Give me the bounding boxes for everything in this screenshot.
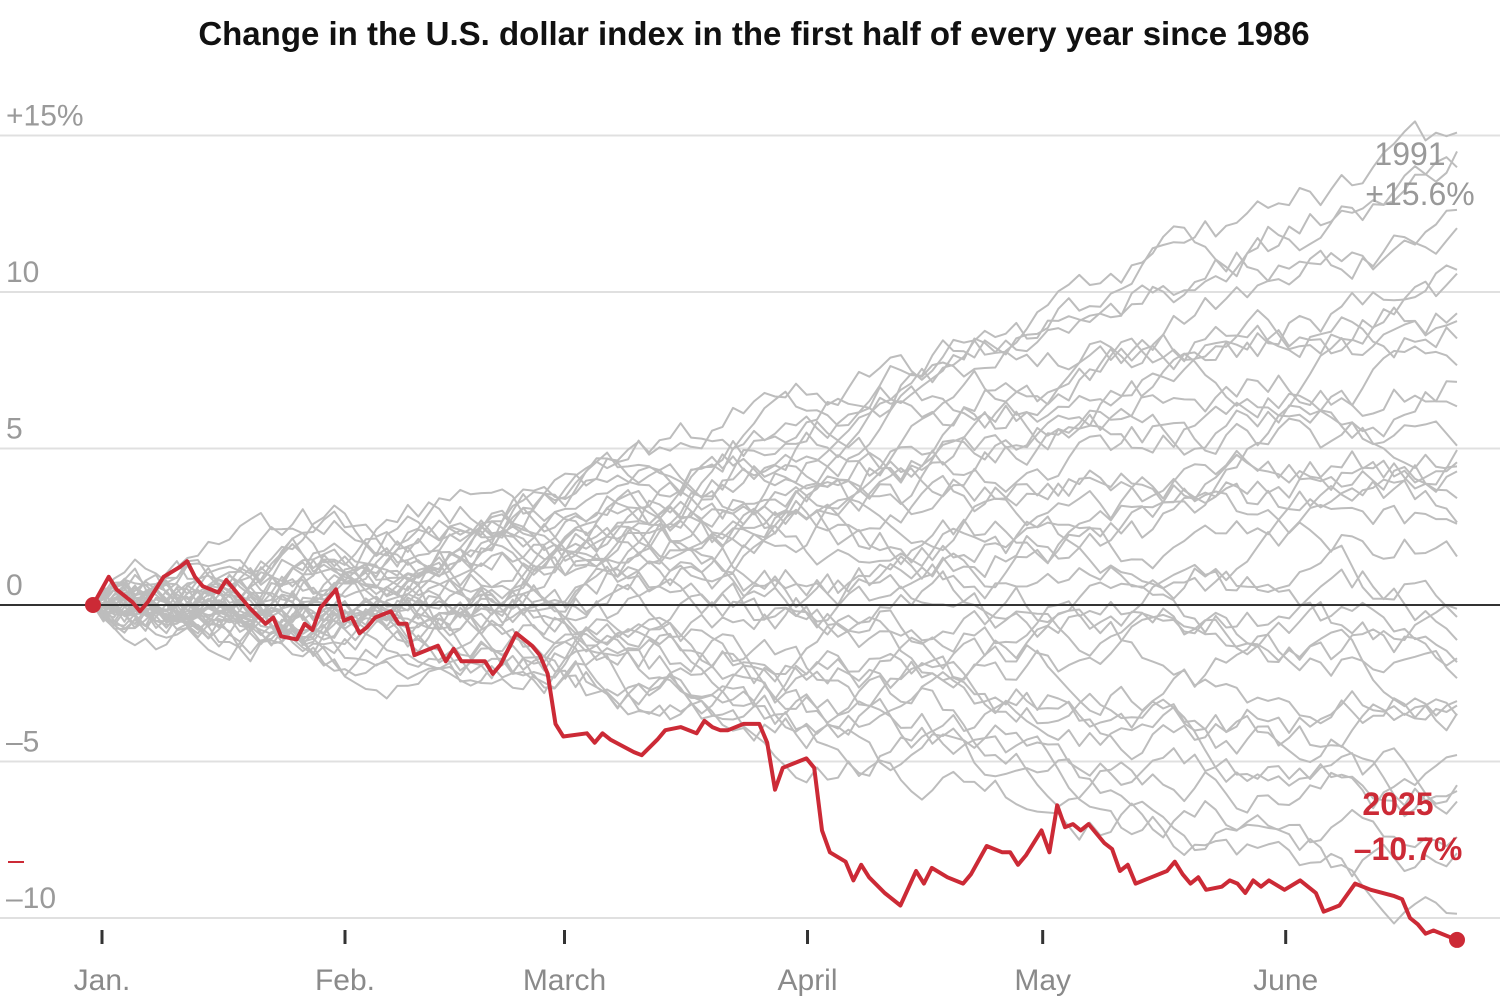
history-series-group xyxy=(92,120,1458,925)
history-series-line xyxy=(92,503,1458,606)
history-series-line xyxy=(92,227,1458,629)
y-tick-label: –5 xyxy=(6,726,39,759)
history-series-line xyxy=(92,588,1458,716)
series-line-2025 xyxy=(91,559,1458,942)
y-tick-label: 0 xyxy=(6,569,23,602)
history-series-line xyxy=(92,449,1458,638)
history-series-line xyxy=(92,306,1458,617)
annotation-2025-value: –10.7% xyxy=(1354,831,1463,867)
history-series-line xyxy=(92,578,1458,717)
history-series-line xyxy=(92,272,1458,630)
x-tick-label: June xyxy=(1253,964,1318,997)
history-series-line xyxy=(92,264,1458,640)
history-series-line xyxy=(92,316,1458,613)
history-series-line xyxy=(92,417,1458,639)
history-series-line xyxy=(92,573,1458,679)
x-tick-label: April xyxy=(778,964,838,997)
x-tick-label: March xyxy=(523,964,606,997)
y-tick-label: +15% xyxy=(6,100,84,133)
y-tick-label: –10 xyxy=(6,882,56,915)
history-series-line xyxy=(92,391,1458,634)
start-point-2025 xyxy=(85,597,101,613)
history-series-line xyxy=(92,150,1458,631)
highlight-series-group xyxy=(85,559,1465,948)
history-series-line xyxy=(92,581,1458,849)
labels: 1991 +15.6% 2025 –10.7% xyxy=(1354,136,1475,867)
history-series-line xyxy=(92,518,1458,622)
x-tick-label: Feb. xyxy=(315,964,375,997)
history-series-line xyxy=(92,208,1458,608)
history-series-line xyxy=(92,156,1458,623)
end-point-2025 xyxy=(1449,931,1465,948)
annotation-1991-year: 1991 xyxy=(1374,136,1445,172)
chart-title: Change in the U.S. dollar index in the f… xyxy=(198,15,1309,52)
annotation-1991-value: +15.6% xyxy=(1365,176,1474,212)
history-series-line xyxy=(92,578,1458,732)
annotation-2025-year: 2025 xyxy=(1362,786,1433,822)
y-tick-label: 10 xyxy=(6,256,39,289)
history-series-line xyxy=(92,478,1458,639)
x-tick-label: May xyxy=(1014,964,1071,997)
history-series-line xyxy=(92,601,1458,807)
history-series-line xyxy=(92,560,1458,815)
y-tick-label: 5 xyxy=(6,413,23,446)
history-series-line xyxy=(92,120,1458,623)
history-series-line xyxy=(92,583,1458,810)
history-series-line xyxy=(92,567,1458,818)
axes: +15% 10 5 0 –5 –10 Jan. Feb. March April May June xyxy=(0,100,1500,997)
history-series-line xyxy=(92,345,1458,615)
history-series-line xyxy=(92,320,1458,627)
grid-lines xyxy=(0,134,1500,919)
x-tick-label: Jan. xyxy=(74,964,131,997)
history-series-line xyxy=(92,466,1458,655)
